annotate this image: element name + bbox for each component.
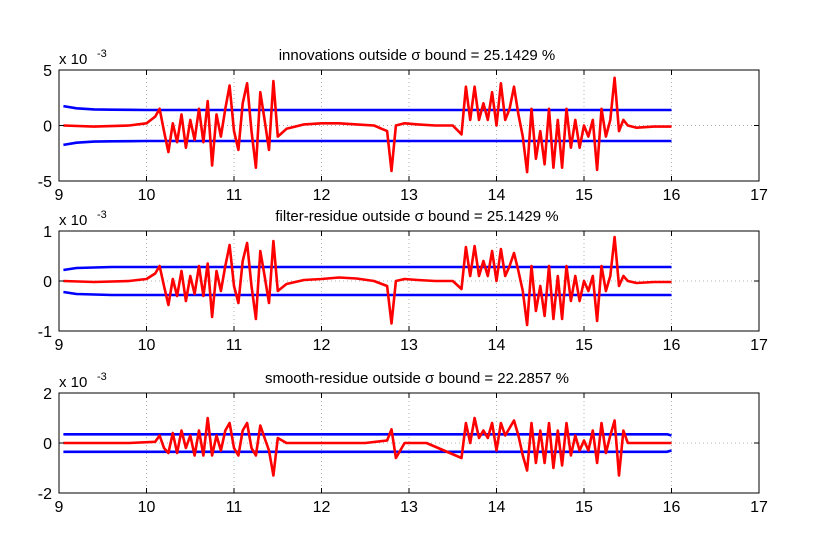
lower-sigma-bound-line xyxy=(63,290,672,297)
residue-series-line xyxy=(63,76,672,174)
residue-series-line xyxy=(63,416,672,477)
x-tick-label: 12 xyxy=(313,187,331,204)
x-tick-label: 10 xyxy=(138,187,156,204)
x-tick-label: 9 xyxy=(55,499,64,516)
upper-sigma-bound-line xyxy=(63,432,672,437)
x-tick-label: 10 xyxy=(138,337,156,354)
subplot-title: innovations outside σ bound = 25.1429 % xyxy=(279,47,556,64)
x-tick-label: 14 xyxy=(488,499,506,516)
lower-sigma-bound-line xyxy=(63,139,672,147)
upper-sigma-bound-line xyxy=(63,104,672,112)
x-tick-label: 13 xyxy=(400,337,418,354)
x-tick-label: 17 xyxy=(750,337,768,354)
upper-sigma-bound-line xyxy=(63,265,672,272)
y-exponent-label: x 10 xyxy=(59,212,87,229)
x-tick-label: 15 xyxy=(575,337,593,354)
x-tick-label: 9 xyxy=(55,187,64,204)
y-tick-label: 0 xyxy=(43,119,52,136)
y-tick-label: -5 xyxy=(38,174,52,191)
y-tick-label: 0 xyxy=(43,436,52,453)
subplot-3: 9 10 11 12 13 14 15 16 17 -2 0 2 smooth-residue outs… xyxy=(38,370,768,516)
y-exponent-power: -3 xyxy=(97,371,107,383)
x-tick-label: 15 xyxy=(575,499,593,516)
x-tick-label: 13 xyxy=(400,187,418,204)
x-tick-label: 11 xyxy=(226,187,243,204)
y-tick-label: 0 xyxy=(43,274,52,291)
subplot-title: smooth-residue outside σ bound = 22.2857… xyxy=(265,370,569,387)
subplot-1: 9 10 11 12 13 14 15 16 17 -5 0 5 innovations outside… xyxy=(38,47,768,204)
x-tick-label: 10 xyxy=(138,499,156,516)
subplot-title: filter-residue outside σ bound = 25.1429… xyxy=(275,208,558,225)
x-tick-label: 14 xyxy=(488,187,506,204)
x-tick-label: 12 xyxy=(313,499,331,516)
residue-series-line xyxy=(63,235,672,327)
x-tick-label: 9 xyxy=(55,337,64,354)
y-tick-label: 1 xyxy=(43,224,52,241)
y-tick-label: -2 xyxy=(38,486,52,503)
y-exponent-power: -3 xyxy=(97,209,107,221)
x-tick-label: 16 xyxy=(663,187,681,204)
y-tick-label: 5 xyxy=(43,63,52,80)
x-tick-label: 17 xyxy=(750,499,768,516)
x-tick-label: 15 xyxy=(575,187,593,204)
y-tick-label: 2 xyxy=(43,386,52,403)
y-exponent-label: x 10 xyxy=(59,374,87,391)
y-exponent-label: x 10 xyxy=(59,51,87,68)
x-tick-label: 13 xyxy=(400,499,418,516)
x-tick-label: 11 xyxy=(226,337,243,354)
y-exponent-power: -3 xyxy=(97,48,107,60)
x-tick-label: 14 xyxy=(488,337,506,354)
x-tick-label: 11 xyxy=(226,499,243,516)
x-tick-label: 17 xyxy=(750,187,768,204)
x-tick-label: 16 xyxy=(663,337,681,354)
x-tick-label: 12 xyxy=(313,337,331,354)
subplot-2: 9 10 11 12 13 14 15 16 17 -1 0 1 filter-residue outs… xyxy=(38,208,768,354)
x-tick-label: 16 xyxy=(663,499,681,516)
y-tick-label: -1 xyxy=(38,324,52,341)
